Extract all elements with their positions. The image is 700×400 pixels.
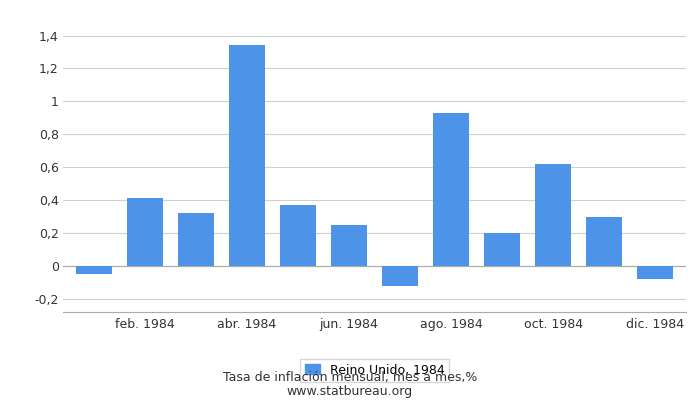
Bar bbox=[484, 233, 520, 266]
Text: www.statbureau.org: www.statbureau.org bbox=[287, 385, 413, 398]
Bar bbox=[331, 225, 367, 266]
Bar bbox=[433, 113, 469, 266]
Bar bbox=[536, 164, 571, 266]
Text: Tasa de inflación mensual, mes a mes,%: Tasa de inflación mensual, mes a mes,% bbox=[223, 372, 477, 384]
Bar bbox=[638, 266, 673, 279]
Bar bbox=[280, 205, 316, 266]
Legend: Reino Unido, 1984: Reino Unido, 1984 bbox=[300, 358, 449, 382]
Bar bbox=[229, 45, 265, 266]
Bar bbox=[178, 213, 214, 266]
Bar bbox=[76, 266, 111, 274]
Bar bbox=[127, 198, 162, 266]
Bar bbox=[587, 216, 622, 266]
Bar bbox=[382, 266, 418, 286]
